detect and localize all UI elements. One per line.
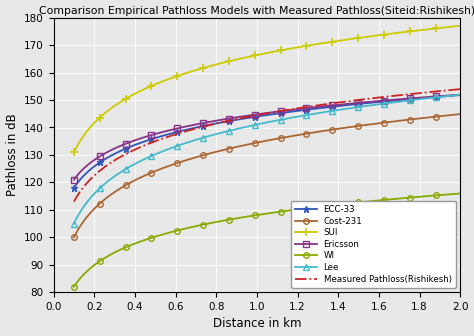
Cost-231 [300,132,305,136]
WI [71,285,77,289]
Ericsson [301,107,307,111]
Ericsson [300,107,305,111]
SUI [301,44,307,48]
Cost-231 [397,119,402,123]
Lee [308,113,313,117]
ECC-33 [300,108,305,112]
ECC-33 [71,186,77,190]
SUI [71,150,77,154]
ECC-33 [421,96,427,100]
Lee [421,97,427,101]
Cost-231 [308,131,313,135]
Measured Pathloss(Rishikesh) [71,200,77,204]
WI [300,207,305,211]
WI [421,194,427,198]
Line: WI: WI [71,191,463,289]
SUI [300,44,305,48]
WI [397,197,402,201]
SUI [73,148,78,152]
WI [457,192,463,196]
SUI [421,28,427,32]
Cost-231 [301,132,307,136]
Lee [71,221,77,225]
X-axis label: Distance in km: Distance in km [213,318,301,330]
Measured Pathloss(Rishikesh) [308,104,313,109]
Lee [300,114,305,118]
Title: Comparison Empirical Pathloss Models with Measured Pathloss(Siteid:Rishikesh): Comparison Empirical Pathloss Models wit… [39,6,474,15]
ECC-33 [73,184,78,188]
SUI [397,31,402,35]
Ericsson [308,106,313,110]
Lee [73,219,78,223]
Y-axis label: Pathloss in dB: Pathloss in dB [6,114,18,196]
WI [301,207,307,211]
Line: Cost-231: Cost-231 [71,111,463,240]
Line: ECC-33: ECC-33 [71,92,464,191]
Line: Lee: Lee [71,92,463,226]
ECC-33 [308,107,313,111]
Legend: ECC-33, Cost-231, SUI, Ericsson, WI, Lee, Measured Pathloss(Rishikesh): ECC-33, Cost-231, SUI, Ericsson, WI, Lee… [291,201,456,288]
Ericsson [71,178,77,182]
ECC-33 [457,93,463,97]
Lee [457,93,463,97]
Measured Pathloss(Rishikesh) [73,197,78,201]
Ericsson [73,176,78,180]
Lee [301,114,307,118]
Cost-231 [421,116,427,120]
WI [73,283,78,287]
Ericsson [421,95,427,99]
ECC-33 [397,98,402,102]
Measured Pathloss(Rishikesh) [397,93,402,97]
WI [308,206,313,210]
Measured Pathloss(Rishikesh) [457,87,463,91]
Measured Pathloss(Rishikesh) [421,91,427,95]
Measured Pathloss(Rishikesh) [300,106,305,110]
Line: SUI: SUI [70,22,465,156]
Cost-231 [73,233,78,237]
Lee [397,99,402,103]
Ericsson [457,93,463,97]
SUI [308,43,313,47]
Cost-231 [457,112,463,116]
Ericsson [397,97,402,101]
Cost-231 [71,235,77,239]
SUI [457,24,463,28]
Measured Pathloss(Rishikesh) [301,105,307,109]
Line: Ericsson: Ericsson [71,92,463,182]
Line: Measured Pathloss(Rishikesh): Measured Pathloss(Rishikesh) [74,89,460,202]
ECC-33 [301,108,307,112]
